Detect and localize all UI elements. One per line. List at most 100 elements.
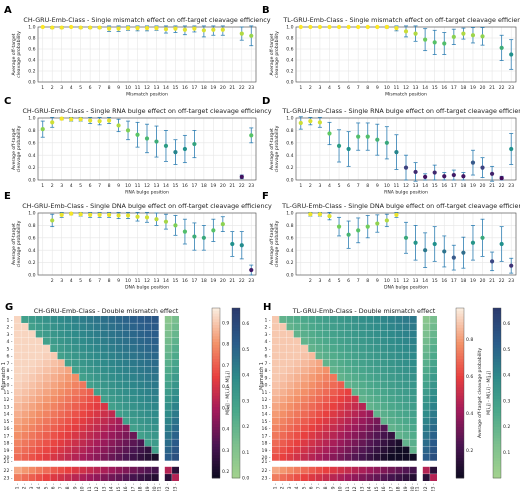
colorbar-segment [232,367,240,371]
x-tick-label: 21 [229,85,235,91]
heatmap-cell [93,403,101,410]
y-axis-label-line: cleavage probability [16,31,22,78]
heatmap-cell [308,395,316,403]
data-point [40,127,45,132]
colorbar-segment [456,342,464,346]
heatmap-cell [322,446,330,454]
colorbar-segment [493,472,501,476]
data-point [69,117,74,122]
x-tick-label: 9 [117,85,120,91]
heatmap-cell [72,439,79,447]
heatmap-cell [286,345,294,352]
colorbar-segment [493,339,501,343]
colorbar-segment [232,347,240,351]
heatmap-cell [101,381,108,389]
heatmap-cell [115,410,123,418]
heatmap-cell [380,323,388,331]
colorbar-segment [493,384,501,388]
heatmap-cell [402,424,410,432]
x-tick-label: 21 [229,278,235,284]
data-point [173,150,178,155]
col-label: 18 - [396,483,402,491]
data-point [394,26,399,31]
heatmap-cell [93,424,101,432]
colorbar-segment [493,475,501,479]
heatmap-cell [86,453,94,461]
x-tick-label: 18 [201,85,207,91]
row-label: 13 - [4,404,13,410]
heatmap-cell [380,381,388,389]
heatmap-cell [130,323,137,331]
col-label: 6 - [51,483,57,489]
colorbar-segment [456,407,464,411]
heatmap-cell [351,466,359,474]
heatmap-cell [137,439,145,447]
heatmap-cell [122,366,130,374]
x-tick-label: 20 [480,183,486,189]
x-tick-label: 7 [357,183,360,189]
y-tick-label: 0.2 [28,260,35,266]
x-tick-label: 17 [191,85,197,91]
heatmap-cell [144,323,152,331]
colorbar-segment [232,308,240,312]
heatmap-cell [395,466,403,474]
heatmap-cell [344,388,352,396]
heatmap-cell [422,381,430,389]
data-point [432,40,437,45]
heatmap-cell [64,388,72,396]
heatmap-cell [366,403,374,410]
heatmap-cell [330,330,337,338]
heatmap-cell [151,330,159,338]
heatmap-cell [380,345,388,352]
col-label: 14 - [367,483,373,491]
heatmap-cell [151,352,159,360]
heatmap-cell [395,432,403,439]
heatmap-cell [151,388,159,396]
heatmap-cell [122,395,130,403]
data-point [461,250,466,255]
x-tick-label: 19 [470,85,476,91]
heatmap-cell [359,403,366,410]
row-label: 5 - [264,346,270,352]
data-point [336,24,342,30]
data-point [298,120,303,126]
colorbar-segment [493,367,501,371]
heatmap-cell [93,337,101,345]
heatmap-cell [293,316,301,323]
data-point [432,170,437,175]
heatmap-cell [43,316,50,323]
heatmap-cell [86,388,94,396]
colorbar-segment [232,370,240,374]
row-label: 19 - [262,448,271,454]
row-label: 1 - [264,317,270,323]
heatmap-cell [293,330,301,338]
x-tick-label: 3 [60,183,63,189]
row-label: 6 - [264,354,270,360]
data-point [384,140,389,145]
x-tick-label: 14 [163,85,169,91]
heatmap-cell [79,417,87,425]
colorbar-segment [232,350,240,354]
colorbar-segment [456,378,464,383]
heatmap-cell [430,395,437,403]
col-label: 6 - [309,483,315,489]
heatmap-cell [409,352,417,360]
heatmap-cell [351,388,359,396]
heatmap-cell [366,352,374,360]
heatmap-cell [14,374,21,381]
heatmap-cell [344,316,352,323]
data-point [509,52,514,57]
heatmap-cell [286,466,294,474]
heatmap-cell [380,466,388,474]
y-tick-label: 1.0 [286,116,293,122]
y-tick-label: 0.0 [286,178,293,184]
col-label: 16 - [381,483,387,491]
heatmap-cell [315,374,323,381]
heatmap-cell [57,337,65,345]
heatmap-cell [79,388,87,396]
heatmap-cell [272,337,279,345]
colorbar-segment [232,310,240,315]
x-tick-label: 9 [376,278,379,284]
x-tick-label: 16 [182,183,188,189]
x-tick-label: 2 [51,183,54,189]
